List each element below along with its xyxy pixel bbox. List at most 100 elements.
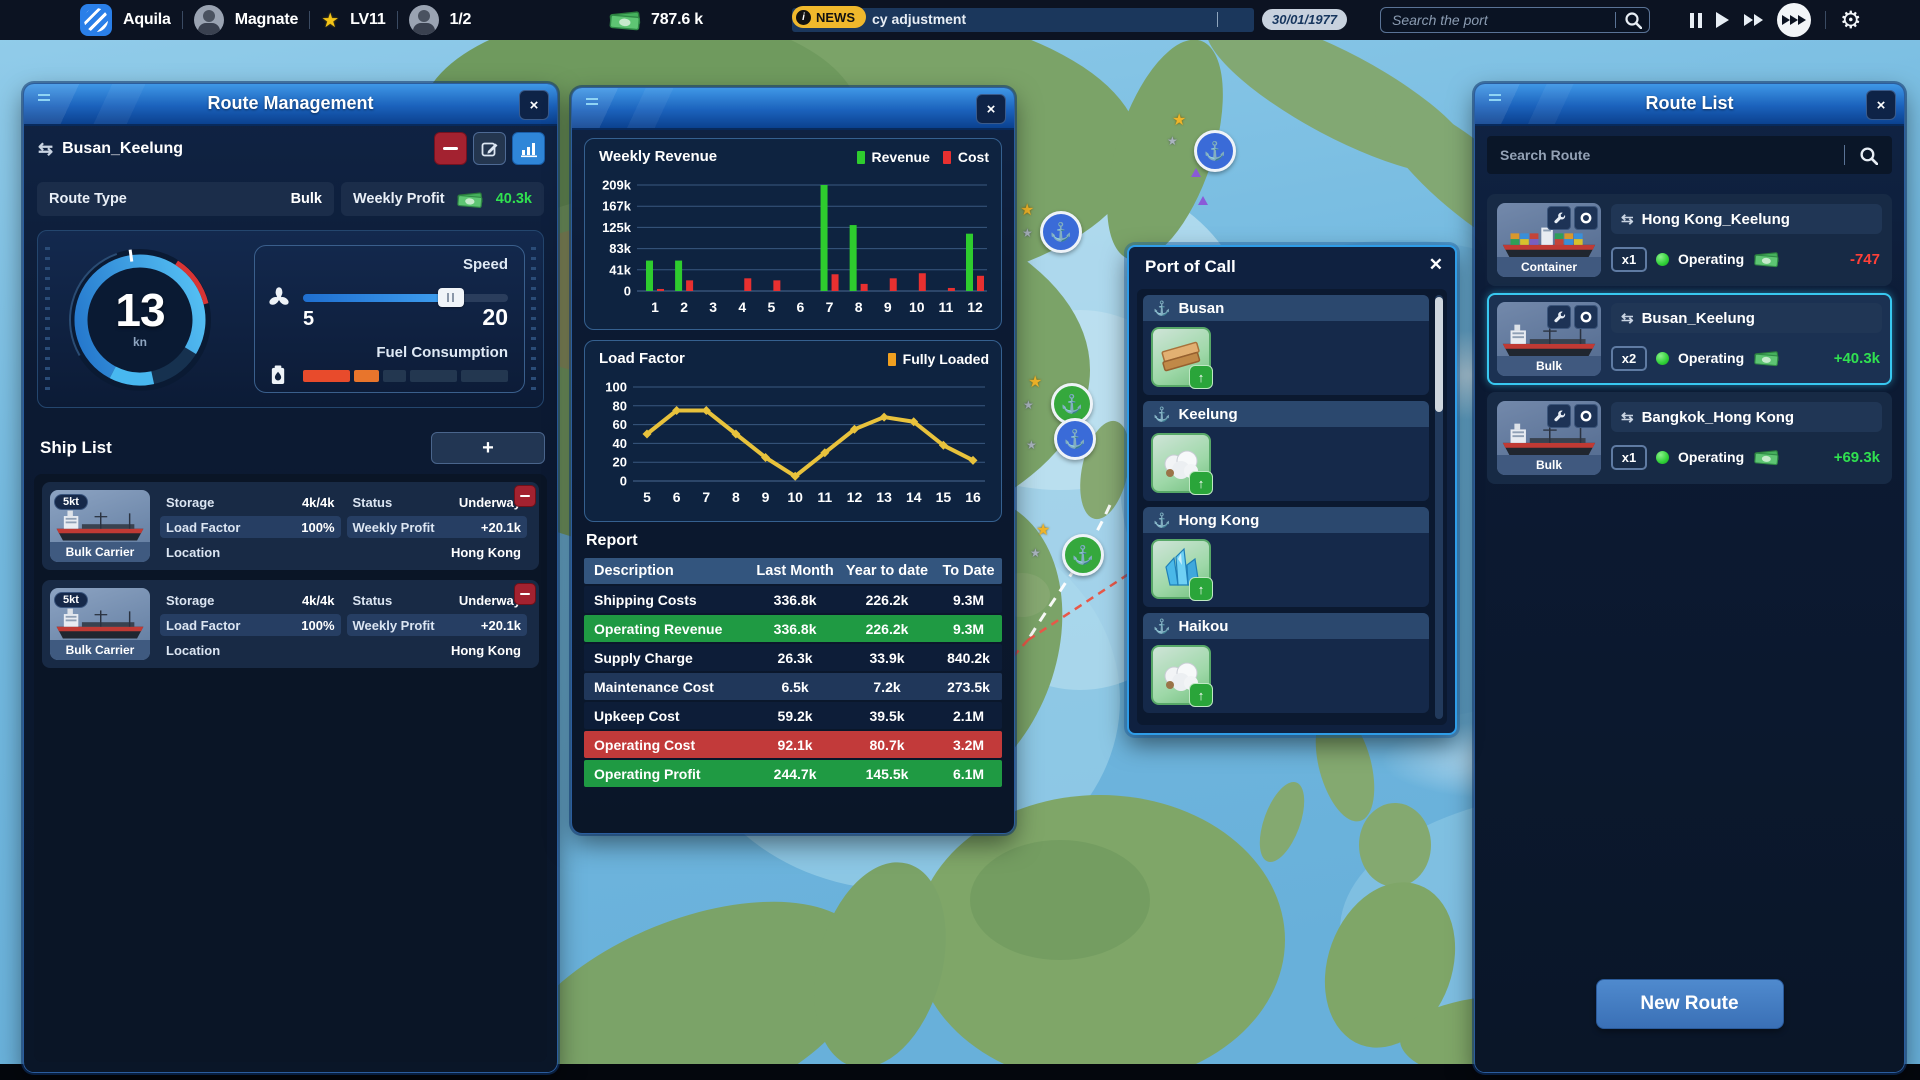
route-ship-type: Bulk xyxy=(1497,356,1601,376)
news-badge[interactable]: i NEWS xyxy=(792,6,866,28)
close-button[interactable]: × xyxy=(1866,90,1896,120)
speed-slider[interactable] xyxy=(303,288,508,307)
wrench-icon xyxy=(1553,310,1565,322)
drag-handle-icon[interactable] xyxy=(586,98,598,108)
anchor-icon: ⚓ xyxy=(1153,299,1171,316)
remove-route-button[interactable] xyxy=(434,132,467,165)
remove-ship-button[interactable] xyxy=(514,583,536,605)
port-of-call-title: Port of Call xyxy=(1145,257,1236,276)
ship-card[interactable]: 5kt Bulk Carrier Storage 4k/4k Status Unde… xyxy=(42,482,539,570)
pause-button[interactable] xyxy=(1690,12,1702,28)
ship-card[interactable]: 5kt Bulk Carrier Storage 4k/4k Status Unde… xyxy=(42,580,539,668)
route-management-titlebar[interactable]: Route Management × xyxy=(24,84,557,126)
report-header-row: Description Last Month Year to date To D… xyxy=(584,558,1002,584)
route-search-input[interactable]: Search Route xyxy=(1487,136,1892,174)
route-list-panel: Route List × Search Route Container ⇆ Ho… xyxy=(1475,84,1904,1072)
search-icon[interactable] xyxy=(1624,11,1642,29)
port-section[interactable]: ⚓ Hong Kong ↑ xyxy=(1143,507,1429,607)
money-display: 787.6 k xyxy=(608,0,703,40)
svg-text:0: 0 xyxy=(624,284,631,299)
focus-button[interactable] xyxy=(1574,206,1598,230)
load-factor-label: Load Factor xyxy=(166,617,241,633)
star-icon: ★ xyxy=(1030,546,1041,560)
info-icon: i xyxy=(796,9,811,25)
route-ship-thumbnail: Container xyxy=(1497,203,1601,277)
ship-type-label: Bulk Carrier xyxy=(50,640,150,660)
speed-slider-handle[interactable] xyxy=(437,288,464,307)
settings-gear-icon[interactable]: ⚙ xyxy=(1840,6,1862,34)
star-icon: ★ xyxy=(1172,112,1187,129)
report-row: Operating Cost 92.1k 80.7k 3.2M xyxy=(584,731,1002,758)
scrollbar-thumb[interactable] xyxy=(1435,297,1443,412)
route-status: Operating xyxy=(1678,449,1745,465)
divider xyxy=(396,11,398,29)
load-factor-chart-card: Load Factor Fully Loaded 100 80 60 40 20 0 5 6 7… xyxy=(584,340,1002,522)
commodity-tile[interactable]: ↑ xyxy=(1151,327,1213,389)
anchor-icon: ⚓ xyxy=(1153,511,1171,528)
port-search-input[interactable]: Search the port xyxy=(1380,7,1650,33)
statistics-titlebar[interactable]: × xyxy=(572,88,1014,130)
export-up-arrow-icon: ↑ xyxy=(1189,577,1213,601)
close-button[interactable]: × xyxy=(519,90,549,120)
route-list-titlebar[interactable]: Route List × xyxy=(1475,84,1904,126)
maintenance-wrench-button[interactable] xyxy=(1547,206,1571,230)
port-marker-anchor-icon[interactable]: ⚓ xyxy=(1040,211,1082,253)
news-label: NEWS xyxy=(816,9,855,25)
new-route-button[interactable]: New Route xyxy=(1595,979,1784,1029)
news-ticker[interactable]: cy adjustment i NEWS xyxy=(792,6,1254,32)
route-statistics-panel: × Weekly Revenue Revenue Cost 209k 167k 12… xyxy=(572,88,1014,833)
port-section[interactable]: ⚓ Keelung ↑ xyxy=(1143,401,1429,501)
report-table: Description Last Month Year to date To D… xyxy=(584,558,1002,789)
route-card[interactable]: Container ⇆ Hong Kong_Keelung x1 Operati… xyxy=(1487,194,1892,286)
rank-avatar[interactable] xyxy=(408,5,439,35)
svg-text:40: 40 xyxy=(613,436,627,451)
route-stats-button[interactable] xyxy=(512,132,545,165)
col-last-month: Last Month xyxy=(756,563,834,579)
row-ytd: 226.2k xyxy=(865,591,909,608)
speed-slider-fill xyxy=(303,294,451,302)
add-ship-button[interactable]: + xyxy=(431,432,545,464)
port-section[interactable]: ⚓ Haikou ↑ xyxy=(1143,613,1429,713)
svg-text:100: 100 xyxy=(605,380,627,395)
route-name: Busan_Keelung xyxy=(1641,309,1755,327)
route-card[interactable]: Bulk ⇆ Bangkok_Hong Kong x1 Operating +6… xyxy=(1487,392,1892,484)
drag-handle-icon[interactable] xyxy=(38,94,50,104)
port-marker-anchor-icon[interactable]: ⚓ xyxy=(1054,418,1096,460)
star-icon: ★ xyxy=(1028,374,1043,391)
scrollbar[interactable] xyxy=(1435,295,1443,719)
route-card[interactable]: Bulk ⇆ Busan_Keelung x2 Operating +40.3k xyxy=(1487,293,1892,385)
search-icon[interactable] xyxy=(1859,146,1878,165)
player-level: LV11 xyxy=(350,11,386,28)
fastest-speed-button[interactable] xyxy=(1777,3,1811,37)
weekly-profit-field: Weekly Profit 40.3k xyxy=(341,182,544,216)
port-of-call-list: ⚓ Busan ↑ ⚓ Keelung ↑ ⚓ Hong Kong ↑ xyxy=(1137,289,1447,725)
tonnage-badge: 5kt xyxy=(54,592,88,608)
close-button[interactable]: × xyxy=(976,94,1006,124)
fastest-speed-icon xyxy=(1782,15,1806,25)
remove-ship-button[interactable] xyxy=(514,485,536,507)
drag-handle-icon[interactable] xyxy=(1489,94,1501,104)
level-star-icon: ★ xyxy=(321,9,340,32)
commodity-tile[interactable]: ↑ xyxy=(1151,645,1213,707)
fast-forward-button[interactable] xyxy=(1743,14,1763,26)
play-button[interactable] xyxy=(1716,12,1729,28)
commodity-tile[interactable]: ↑ xyxy=(1151,433,1213,495)
port-marker-anchor-icon[interactable]: ⚓ xyxy=(1062,534,1104,576)
maintenance-wrench-button[interactable] xyxy=(1547,404,1571,428)
maintenance-wrench-button[interactable] xyxy=(1547,305,1571,329)
edit-route-button[interactable] xyxy=(473,132,506,165)
location-value: Hong Kong xyxy=(450,544,521,560)
focus-button[interactable] xyxy=(1574,404,1598,428)
weekly-profit-value: +20.1k xyxy=(480,519,521,535)
report-row: Maintenance Cost 6.5k 7.2k 273.5k xyxy=(584,673,1002,700)
circle-icon xyxy=(1580,311,1592,323)
commodity-tile[interactable]: ↑ xyxy=(1151,539,1213,601)
focus-button[interactable] xyxy=(1574,305,1598,329)
player-avatar[interactable] xyxy=(193,5,224,35)
export-up-arrow-icon: ↑ xyxy=(1189,683,1213,707)
company-logo[interactable] xyxy=(80,4,112,36)
port-section[interactable]: ⚓ Busan ↑ xyxy=(1143,295,1429,395)
close-icon[interactable]: ✕ xyxy=(1428,255,1443,274)
ship-thumbnail: 5kt Bulk Carrier xyxy=(50,490,150,562)
port-marker-anchor-icon[interactable]: ⚓ xyxy=(1194,130,1236,172)
